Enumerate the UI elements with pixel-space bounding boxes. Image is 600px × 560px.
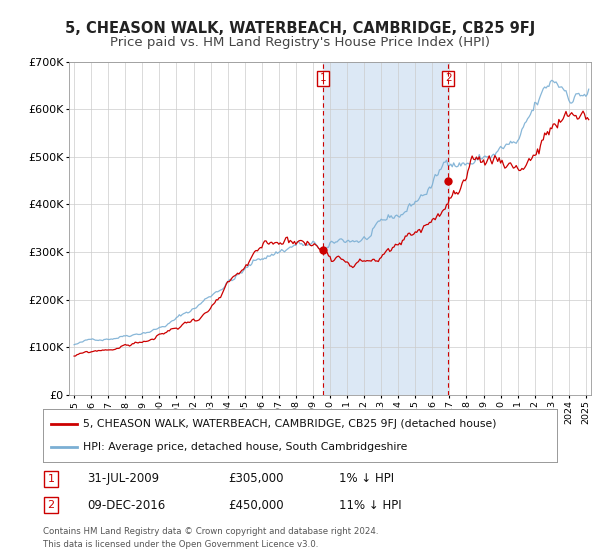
Text: 2: 2	[47, 500, 55, 510]
Text: Price paid vs. HM Land Registry's House Price Index (HPI): Price paid vs. HM Land Registry's House …	[110, 36, 490, 49]
Text: 5, CHEASON WALK, WATERBEACH, CAMBRIDGE, CB25 9FJ: 5, CHEASON WALK, WATERBEACH, CAMBRIDGE, …	[65, 21, 535, 36]
Text: £450,000: £450,000	[228, 498, 284, 512]
Text: 31-JUL-2009: 31-JUL-2009	[87, 472, 159, 486]
Text: 5, CHEASON WALK, WATERBEACH, CAMBRIDGE, CB25 9FJ (detached house): 5, CHEASON WALK, WATERBEACH, CAMBRIDGE, …	[83, 419, 497, 429]
Text: 1% ↓ HPI: 1% ↓ HPI	[339, 472, 394, 486]
Text: 11% ↓ HPI: 11% ↓ HPI	[339, 498, 401, 512]
Text: HPI: Average price, detached house, South Cambridgeshire: HPI: Average price, detached house, Sout…	[83, 442, 407, 452]
Text: 1: 1	[47, 474, 55, 484]
Text: This data is licensed under the Open Government Licence v3.0.: This data is licensed under the Open Gov…	[43, 540, 319, 549]
Text: Contains HM Land Registry data © Crown copyright and database right 2024.: Contains HM Land Registry data © Crown c…	[43, 528, 379, 536]
Text: 2: 2	[445, 73, 452, 83]
Text: £305,000: £305,000	[228, 472, 284, 486]
Bar	[323, 62, 448, 395]
Text: 09-DEC-2016: 09-DEC-2016	[87, 498, 165, 512]
Text: 1: 1	[320, 73, 326, 83]
